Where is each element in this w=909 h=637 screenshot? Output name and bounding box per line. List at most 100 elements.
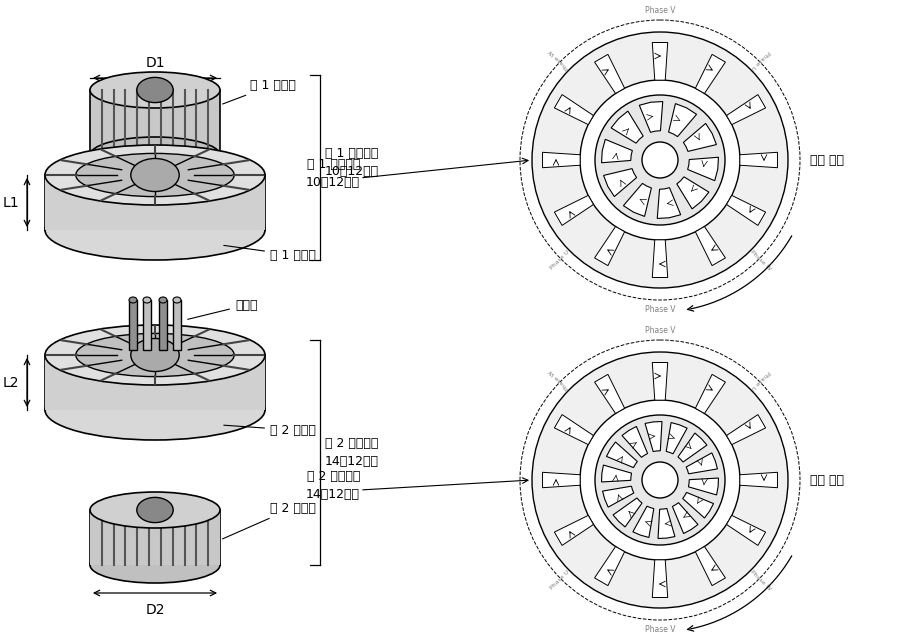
Polygon shape	[45, 175, 265, 230]
Polygon shape	[669, 104, 696, 136]
Ellipse shape	[580, 80, 740, 240]
Ellipse shape	[75, 154, 235, 197]
Polygon shape	[602, 140, 633, 163]
Polygon shape	[633, 506, 654, 538]
Polygon shape	[554, 94, 594, 125]
Polygon shape	[90, 510, 220, 565]
Polygon shape	[688, 478, 718, 495]
Ellipse shape	[45, 200, 265, 260]
Text: 제 2 고정자: 제 2 고정자	[224, 424, 315, 436]
Polygon shape	[603, 486, 634, 507]
Polygon shape	[543, 152, 580, 168]
Polygon shape	[658, 508, 674, 538]
Polygon shape	[684, 124, 716, 152]
Polygon shape	[695, 547, 725, 585]
Text: Phase V: Phase V	[644, 6, 675, 15]
Polygon shape	[673, 503, 698, 534]
Ellipse shape	[75, 333, 235, 376]
Ellipse shape	[642, 142, 678, 178]
Polygon shape	[604, 169, 636, 197]
Text: Phase U: Phase U	[750, 369, 771, 390]
Polygon shape	[45, 355, 265, 410]
Polygon shape	[594, 227, 624, 266]
Polygon shape	[695, 54, 725, 94]
Ellipse shape	[45, 145, 265, 205]
Polygon shape	[639, 101, 663, 132]
Polygon shape	[554, 196, 594, 225]
Polygon shape	[740, 472, 777, 488]
Polygon shape	[594, 54, 624, 94]
Polygon shape	[653, 560, 668, 598]
Text: Phase W: Phase W	[749, 569, 772, 592]
Ellipse shape	[131, 159, 179, 192]
Ellipse shape	[136, 78, 174, 103]
Polygon shape	[602, 465, 632, 482]
Ellipse shape	[642, 462, 678, 498]
Polygon shape	[173, 300, 181, 350]
Polygon shape	[695, 375, 725, 413]
Ellipse shape	[595, 95, 725, 225]
Text: Phase V: Phase V	[644, 625, 675, 634]
Polygon shape	[666, 422, 687, 454]
Ellipse shape	[173, 297, 181, 303]
Polygon shape	[90, 90, 220, 155]
Text: 제 1 고정자: 제 1 고정자	[224, 245, 315, 262]
Text: Phase U: Phase U	[750, 49, 771, 70]
Polygon shape	[624, 183, 652, 217]
Text: Phase V: Phase V	[644, 305, 675, 314]
Polygon shape	[143, 300, 151, 350]
Text: D2: D2	[145, 603, 165, 617]
Polygon shape	[594, 547, 624, 585]
Ellipse shape	[45, 325, 265, 385]
Polygon shape	[657, 188, 681, 218]
Polygon shape	[695, 227, 725, 266]
Polygon shape	[686, 453, 717, 474]
Text: Phase W: Phase W	[548, 48, 571, 71]
Polygon shape	[726, 515, 765, 545]
Polygon shape	[726, 94, 765, 125]
Ellipse shape	[532, 32, 788, 288]
Polygon shape	[554, 415, 594, 445]
Polygon shape	[683, 492, 714, 518]
Ellipse shape	[90, 137, 220, 173]
Polygon shape	[726, 415, 765, 445]
Text: Phase U: Phase U	[549, 569, 570, 591]
Ellipse shape	[90, 72, 220, 108]
Ellipse shape	[129, 297, 137, 303]
Ellipse shape	[159, 297, 167, 303]
Polygon shape	[653, 43, 668, 80]
Text: L2: L2	[3, 375, 19, 389]
Polygon shape	[606, 442, 637, 468]
Polygon shape	[740, 152, 777, 168]
Text: 상권선: 상권선	[187, 299, 257, 319]
Text: 제 1 전기기기
10극12슬롯: 제 1 전기기기 10극12슬롯	[325, 147, 379, 178]
Polygon shape	[613, 498, 642, 527]
Text: 제 2 회전자: 제 2 회전자	[223, 501, 315, 539]
Polygon shape	[159, 300, 167, 350]
Ellipse shape	[143, 297, 151, 303]
Text: L1: L1	[3, 196, 19, 210]
Text: D1: D1	[145, 56, 165, 70]
Polygon shape	[678, 433, 707, 462]
Polygon shape	[677, 177, 709, 209]
Polygon shape	[645, 422, 662, 452]
Text: 제 2 전기기기
14극12슬롯: 제 2 전기기기 14극12슬롯	[306, 469, 360, 501]
Polygon shape	[653, 240, 668, 278]
Ellipse shape	[595, 415, 725, 545]
Text: 제 1 전기기기
10극12슬롯: 제 1 전기기기 10극12슬롯	[305, 157, 360, 189]
Polygon shape	[129, 300, 137, 350]
Ellipse shape	[90, 547, 220, 583]
Ellipse shape	[136, 497, 174, 522]
Text: 회전 방향: 회전 방향	[810, 473, 844, 487]
Ellipse shape	[45, 380, 265, 440]
Polygon shape	[594, 375, 624, 413]
Text: 제 1 회전자: 제 1 회전자	[223, 78, 295, 104]
Ellipse shape	[131, 338, 179, 371]
Polygon shape	[611, 111, 644, 143]
Polygon shape	[622, 426, 647, 457]
Polygon shape	[726, 196, 765, 225]
Ellipse shape	[580, 400, 740, 560]
Polygon shape	[543, 472, 580, 488]
Text: Phase W: Phase W	[548, 368, 571, 391]
Text: Phase V: Phase V	[644, 326, 675, 335]
